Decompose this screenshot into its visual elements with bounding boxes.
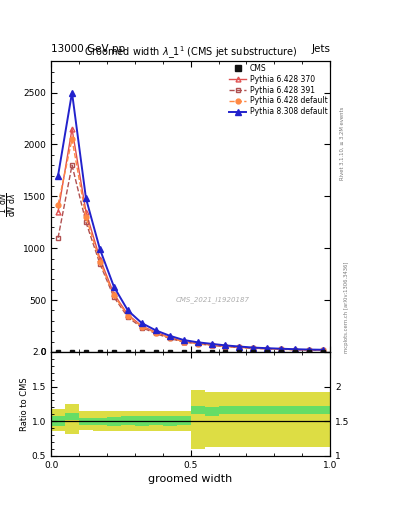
Text: Rivet 3.1.10, ≥ 3.2M events: Rivet 3.1.10, ≥ 3.2M events	[340, 106, 345, 180]
Text: $\frac{1}{\mathrm{d}N}\frac{\mathrm{d}N}{\mathrm{d}\lambda}$: $\frac{1}{\mathrm{d}N}\frac{\mathrm{d}N}…	[0, 193, 18, 217]
Y-axis label: Ratio to CMS: Ratio to CMS	[20, 377, 29, 431]
Text: Jets: Jets	[311, 44, 330, 54]
Title: Groomed width $\lambda\_1^1$ (CMS jet substructure): Groomed width $\lambda\_1^1$ (CMS jet su…	[84, 45, 298, 61]
Text: CMS_2021_I1920187: CMS_2021_I1920187	[176, 296, 250, 303]
X-axis label: groomed width: groomed width	[149, 474, 233, 484]
Text: mcplots.cern.ch [arXiv:1306.3436]: mcplots.cern.ch [arXiv:1306.3436]	[344, 262, 349, 353]
Legend: CMS, Pythia 6.428 370, Pythia 6.428 391, Pythia 6.428 default, Pythia 8.308 defa: CMS, Pythia 6.428 370, Pythia 6.428 391,…	[230, 63, 328, 116]
Text: 13000 GeV pp: 13000 GeV pp	[51, 44, 125, 54]
